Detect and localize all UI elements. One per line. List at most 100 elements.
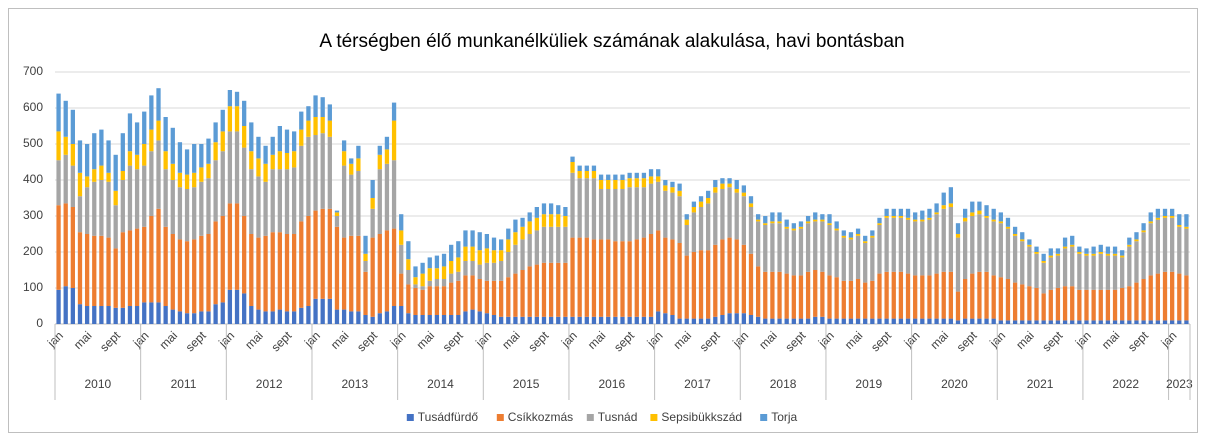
bar-segment: [955, 320, 961, 324]
bar-segment: [413, 266, 418, 278]
bar-segment: [363, 253, 368, 261]
bar-segment: [848, 232, 854, 238]
bar-segment: [334, 216, 340, 227]
bar-segment: [299, 307, 304, 324]
bar-segment: [570, 237, 575, 317]
bar-segment: [527, 266, 532, 317]
bar-segment: [905, 217, 911, 220]
bar-segment: [998, 212, 1003, 222]
bar-segment: [527, 212, 532, 222]
bar-segment: [1091, 255, 1096, 290]
bar-segment: [420, 286, 425, 290]
bar-segment: [63, 203, 68, 287]
year-label: 2022: [1112, 377, 1139, 391]
bar-segment: [577, 165, 582, 171]
bar-segment: [548, 262, 554, 317]
bar-segment: [249, 234, 254, 306]
bar-segment: [70, 288, 75, 324]
bar-segment: [798, 318, 804, 324]
bar-segment: [506, 316, 511, 324]
bar-segment: [620, 316, 625, 324]
bar-segment: [127, 165, 133, 231]
bar-segment: [284, 169, 290, 234]
bar-segment: [84, 306, 90, 324]
bar-segment: [1005, 228, 1011, 279]
bar-segment: [541, 226, 547, 263]
bar-segment: [606, 180, 611, 189]
bar-segment: [727, 187, 732, 238]
bar-segment: [948, 271, 954, 319]
bar-segment: [970, 273, 975, 319]
bar-segment: [177, 187, 183, 240]
bar-segment: [627, 316, 632, 324]
bar-segment: [142, 226, 147, 303]
bar-segment: [413, 284, 418, 288]
bar-segment: [877, 273, 882, 319]
bar-segment: [1048, 255, 1053, 258]
bar-segment: [513, 273, 518, 317]
bar-segment: [656, 181, 661, 231]
bar-segment: [1184, 228, 1189, 276]
bar-segment: [920, 318, 925, 324]
bar-segment: [491, 262, 497, 281]
bar-segment: [306, 136, 311, 216]
bar-segment: [805, 221, 811, 224]
year-label: 2014: [427, 377, 454, 391]
bar-segment: [506, 239, 511, 252]
bar-segment: [170, 234, 175, 310]
bar-segment: [413, 277, 418, 285]
bar-segment: [934, 203, 939, 213]
bar-segment: [306, 216, 311, 306]
bar-segment: [627, 178, 632, 188]
bar-segment: [270, 169, 275, 233]
bar-segment: [84, 234, 90, 306]
bar-segment: [327, 298, 332, 324]
bar-segment: [106, 172, 111, 182]
bar-segment: [741, 244, 746, 314]
bar-segment: [841, 280, 846, 319]
chart-title: A térségben élő munkanélküliek számának …: [319, 31, 904, 52]
bar-segment: [113, 248, 118, 308]
bar-segment: [291, 167, 297, 234]
bar-segment: [598, 189, 604, 240]
bar-segment: [184, 149, 190, 175]
bar-segment: [249, 151, 254, 170]
y-tick-label: 600: [23, 100, 43, 114]
bar-segment: [170, 127, 175, 164]
bar-segment: [513, 219, 518, 233]
bar-segment: [927, 219, 932, 276]
bar-segment: [934, 318, 939, 324]
bar-segment: [791, 275, 796, 319]
bar-segment: [299, 221, 304, 308]
bar-segment: [955, 234, 961, 238]
bar-segment: [199, 235, 204, 312]
bar-segment: [313, 95, 318, 117]
bar-segment: [77, 140, 83, 173]
bar-segment: [677, 190, 682, 197]
bar-segment: [1112, 289, 1118, 321]
bar-segment: [691, 252, 697, 319]
bar-segment: [213, 122, 218, 143]
bar-segment: [763, 318, 768, 324]
bar-segment: [113, 307, 118, 324]
bar-segment: [855, 234, 861, 236]
bar-segment: [955, 223, 961, 234]
bar-segment: [691, 212, 697, 252]
bar-segment: [142, 144, 147, 166]
bar-segment: [56, 93, 61, 132]
bar-segment: [734, 313, 739, 324]
bar-segment: [670, 187, 675, 193]
bar-segment: [284, 129, 290, 153]
bar-segment: [456, 241, 461, 258]
bar-segment: [413, 288, 418, 315]
bar-segment: [1127, 237, 1132, 245]
legend-label: Torja: [771, 410, 797, 424]
bar-segment: [413, 315, 418, 324]
bar-segment: [577, 171, 582, 179]
bar-segment: [891, 217, 896, 272]
bar-segment: [941, 271, 946, 319]
bar-segment: [1134, 232, 1139, 240]
bar-segment: [63, 136, 68, 155]
bar-segment: [220, 216, 225, 303]
bar-segment: [213, 221, 218, 305]
